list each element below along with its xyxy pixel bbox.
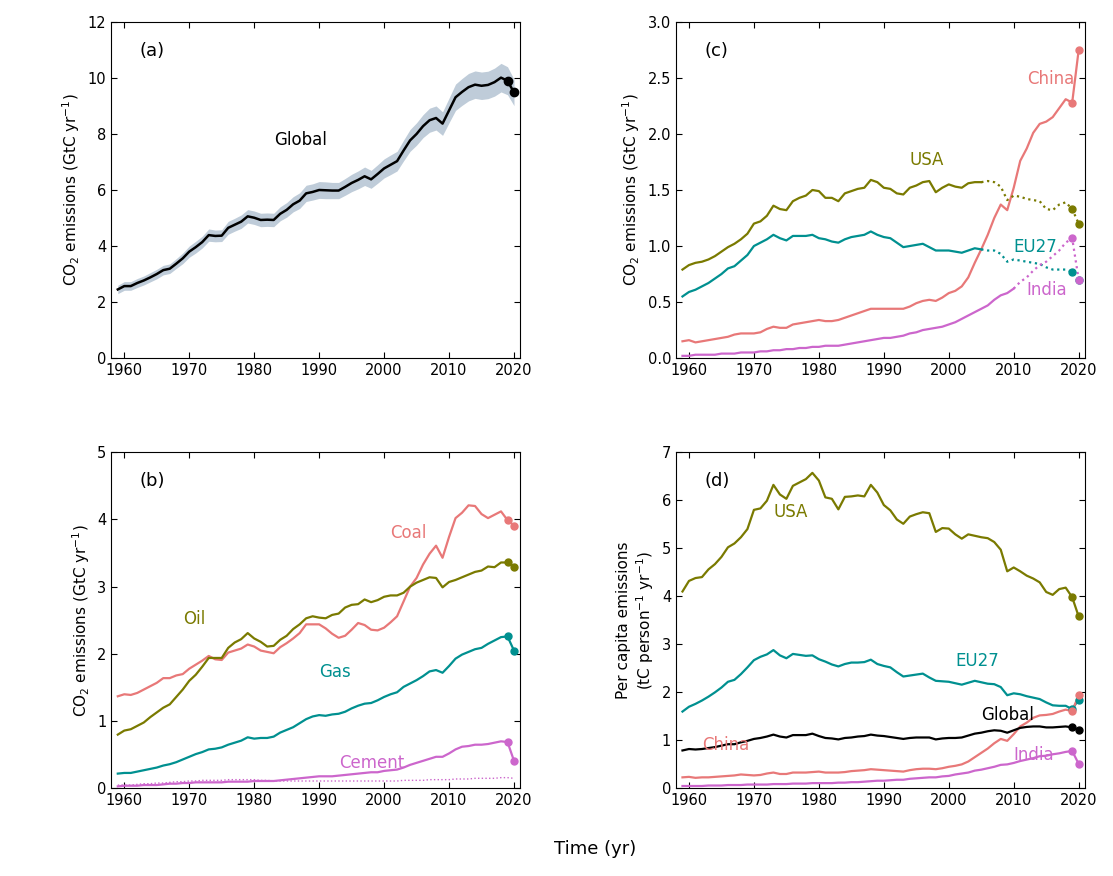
Text: USA: USA: [909, 152, 944, 169]
Text: (d): (d): [705, 472, 730, 491]
Text: (b): (b): [140, 472, 166, 491]
Text: China: China: [702, 736, 749, 754]
Text: India: India: [1014, 745, 1054, 764]
Text: (a): (a): [140, 42, 165, 60]
Text: EU27: EU27: [955, 652, 999, 670]
Text: Oil: Oil: [183, 610, 205, 628]
Y-axis label: CO$_2$ emissions (GtC yr$^{-1}$): CO$_2$ emissions (GtC yr$^{-1}$): [70, 524, 91, 717]
Text: Coal: Coal: [391, 524, 427, 542]
Y-axis label: CO$_2$ emissions (GtC yr$^{-1}$): CO$_2$ emissions (GtC yr$^{-1}$): [620, 94, 642, 286]
Text: (c): (c): [705, 42, 729, 60]
Text: Gas: Gas: [319, 663, 351, 682]
Text: Time (yr): Time (yr): [554, 840, 637, 858]
Text: China: China: [1026, 69, 1074, 88]
Text: USA: USA: [774, 503, 808, 521]
Y-axis label: CO$_2$ emissions (GtC yr$^{-1}$): CO$_2$ emissions (GtC yr$^{-1}$): [60, 94, 82, 286]
Text: Global: Global: [274, 131, 326, 149]
Text: Cement: Cement: [338, 754, 404, 773]
Y-axis label: Per capita emissions
(tC person$^{-1}$ yr$^{-1}$): Per capita emissions (tC person$^{-1}$ y…: [617, 541, 657, 699]
Text: EU27: EU27: [1014, 237, 1057, 256]
Text: India: India: [1026, 281, 1067, 300]
Text: Global: Global: [982, 706, 1034, 724]
